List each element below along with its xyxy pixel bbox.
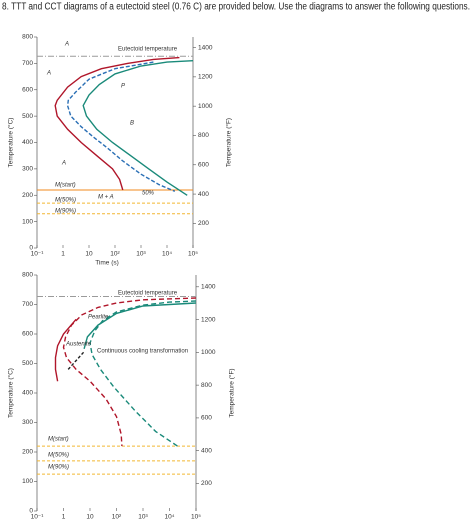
y-tick-label: 400 bbox=[22, 139, 33, 146]
annotation: Pearlite bbox=[88, 315, 109, 321]
annotation: M(90%) bbox=[55, 209, 76, 215]
y-tick-label: 100 bbox=[22, 478, 33, 485]
annotation: P bbox=[121, 84, 125, 90]
annotation: A bbox=[64, 42, 69, 48]
annotation: Austenite bbox=[65, 342, 92, 348]
x-tick-label: 10⁻¹ bbox=[31, 514, 45, 521]
y-axis-label: Temperature (°C) bbox=[7, 118, 15, 168]
y2-tick-label: 400 bbox=[198, 191, 209, 198]
x-tick-label: 10² bbox=[110, 251, 120, 258]
y-tick-label: 200 bbox=[22, 192, 33, 199]
annotation: Eutectoid temperature bbox=[118, 291, 178, 297]
x-tick-label: 1 bbox=[61, 251, 65, 258]
transformation-curve bbox=[62, 297, 197, 447]
y2-tick-label: 400 bbox=[201, 447, 212, 454]
transformation-curve bbox=[54, 318, 77, 382]
y-tick-label: 500 bbox=[22, 113, 33, 120]
annotation: Continuous cooling transformation bbox=[97, 349, 188, 355]
annotation: M(start) bbox=[55, 183, 76, 189]
annotation: Eutectoid temperature bbox=[118, 47, 178, 53]
y2-tick-label: 1200 bbox=[198, 74, 213, 81]
question: 8. TTT and CCT diagrams of a eutectoid s… bbox=[2, 2, 470, 13]
y2-tick-label: 600 bbox=[198, 161, 209, 168]
y-tick-label: 800 bbox=[22, 272, 33, 279]
y-tick-label: 700 bbox=[22, 301, 33, 308]
y-tick-label: 0 bbox=[29, 508, 33, 515]
y-tick-label: 400 bbox=[22, 390, 33, 397]
y-axis-label: Temperature (°C) bbox=[7, 368, 15, 418]
y-tick-label: 0 bbox=[29, 245, 33, 252]
annotation: 50% bbox=[142, 191, 155, 197]
x-tick-label: 10² bbox=[112, 514, 122, 521]
transformation-curve bbox=[82, 60, 194, 196]
y-tick-label: 800 bbox=[22, 34, 33, 41]
y-tick-label: 700 bbox=[22, 60, 33, 67]
y-tick-label: 500 bbox=[22, 360, 33, 367]
x-tick-label: 1 bbox=[62, 514, 66, 521]
y2-tick-label: 1000 bbox=[198, 103, 213, 110]
transformation-curve bbox=[66, 61, 176, 192]
y2-tick-label: 1200 bbox=[201, 316, 216, 323]
y2-tick-label: 200 bbox=[201, 480, 212, 487]
y-tick-label: 600 bbox=[22, 331, 33, 338]
annotation: M(start) bbox=[48, 437, 69, 443]
y2-axis-label: Temperature (°F) bbox=[228, 368, 236, 417]
x-tick-label: 10⁴ bbox=[162, 251, 172, 258]
x-tick-label: 10³ bbox=[136, 251, 146, 258]
x-tick-label: 10⁵ bbox=[188, 251, 198, 258]
y2-tick-label: 1400 bbox=[201, 284, 216, 291]
y2-tick-label: 200 bbox=[198, 220, 209, 227]
y2-tick-label: 1000 bbox=[201, 349, 216, 356]
x-tick-label: 10 bbox=[86, 514, 94, 521]
y2-tick-label: 800 bbox=[198, 132, 209, 139]
annotation: A bbox=[46, 71, 51, 77]
x-tick-label: 10⁴ bbox=[164, 514, 174, 521]
x-axis-label: Time (s) bbox=[95, 260, 119, 267]
annotation: M + A bbox=[98, 195, 114, 201]
annotation: A bbox=[61, 161, 66, 167]
y2-axis-label: Temperature (°F) bbox=[225, 118, 233, 167]
y-tick-label: 100 bbox=[22, 218, 33, 225]
x-tick-label: 10⁻¹ bbox=[31, 251, 45, 258]
x-tick-label: 10 bbox=[85, 251, 93, 258]
y-tick-label: 200 bbox=[22, 449, 33, 456]
annotation: M(50%) bbox=[48, 453, 69, 459]
transformation-curve bbox=[83, 302, 197, 349]
y2-tick-label: 1400 bbox=[198, 44, 213, 51]
transformation-curve bbox=[89, 300, 197, 447]
x-tick-label: 10⁵ bbox=[191, 514, 201, 521]
annotation: M(90%) bbox=[48, 465, 69, 471]
annotation: M(50%) bbox=[55, 198, 76, 204]
y-tick-label: 300 bbox=[22, 166, 33, 173]
y2-tick-label: 800 bbox=[201, 382, 212, 389]
x-tick-label: 10³ bbox=[138, 514, 148, 521]
y-tick-label: 600 bbox=[22, 86, 33, 93]
y-tick-label: 300 bbox=[22, 419, 33, 426]
y2-tick-label: 600 bbox=[201, 415, 212, 422]
transformation-curve bbox=[67, 351, 85, 370]
transformation-curve bbox=[54, 56, 180, 191]
annotation: B bbox=[130, 121, 134, 127]
